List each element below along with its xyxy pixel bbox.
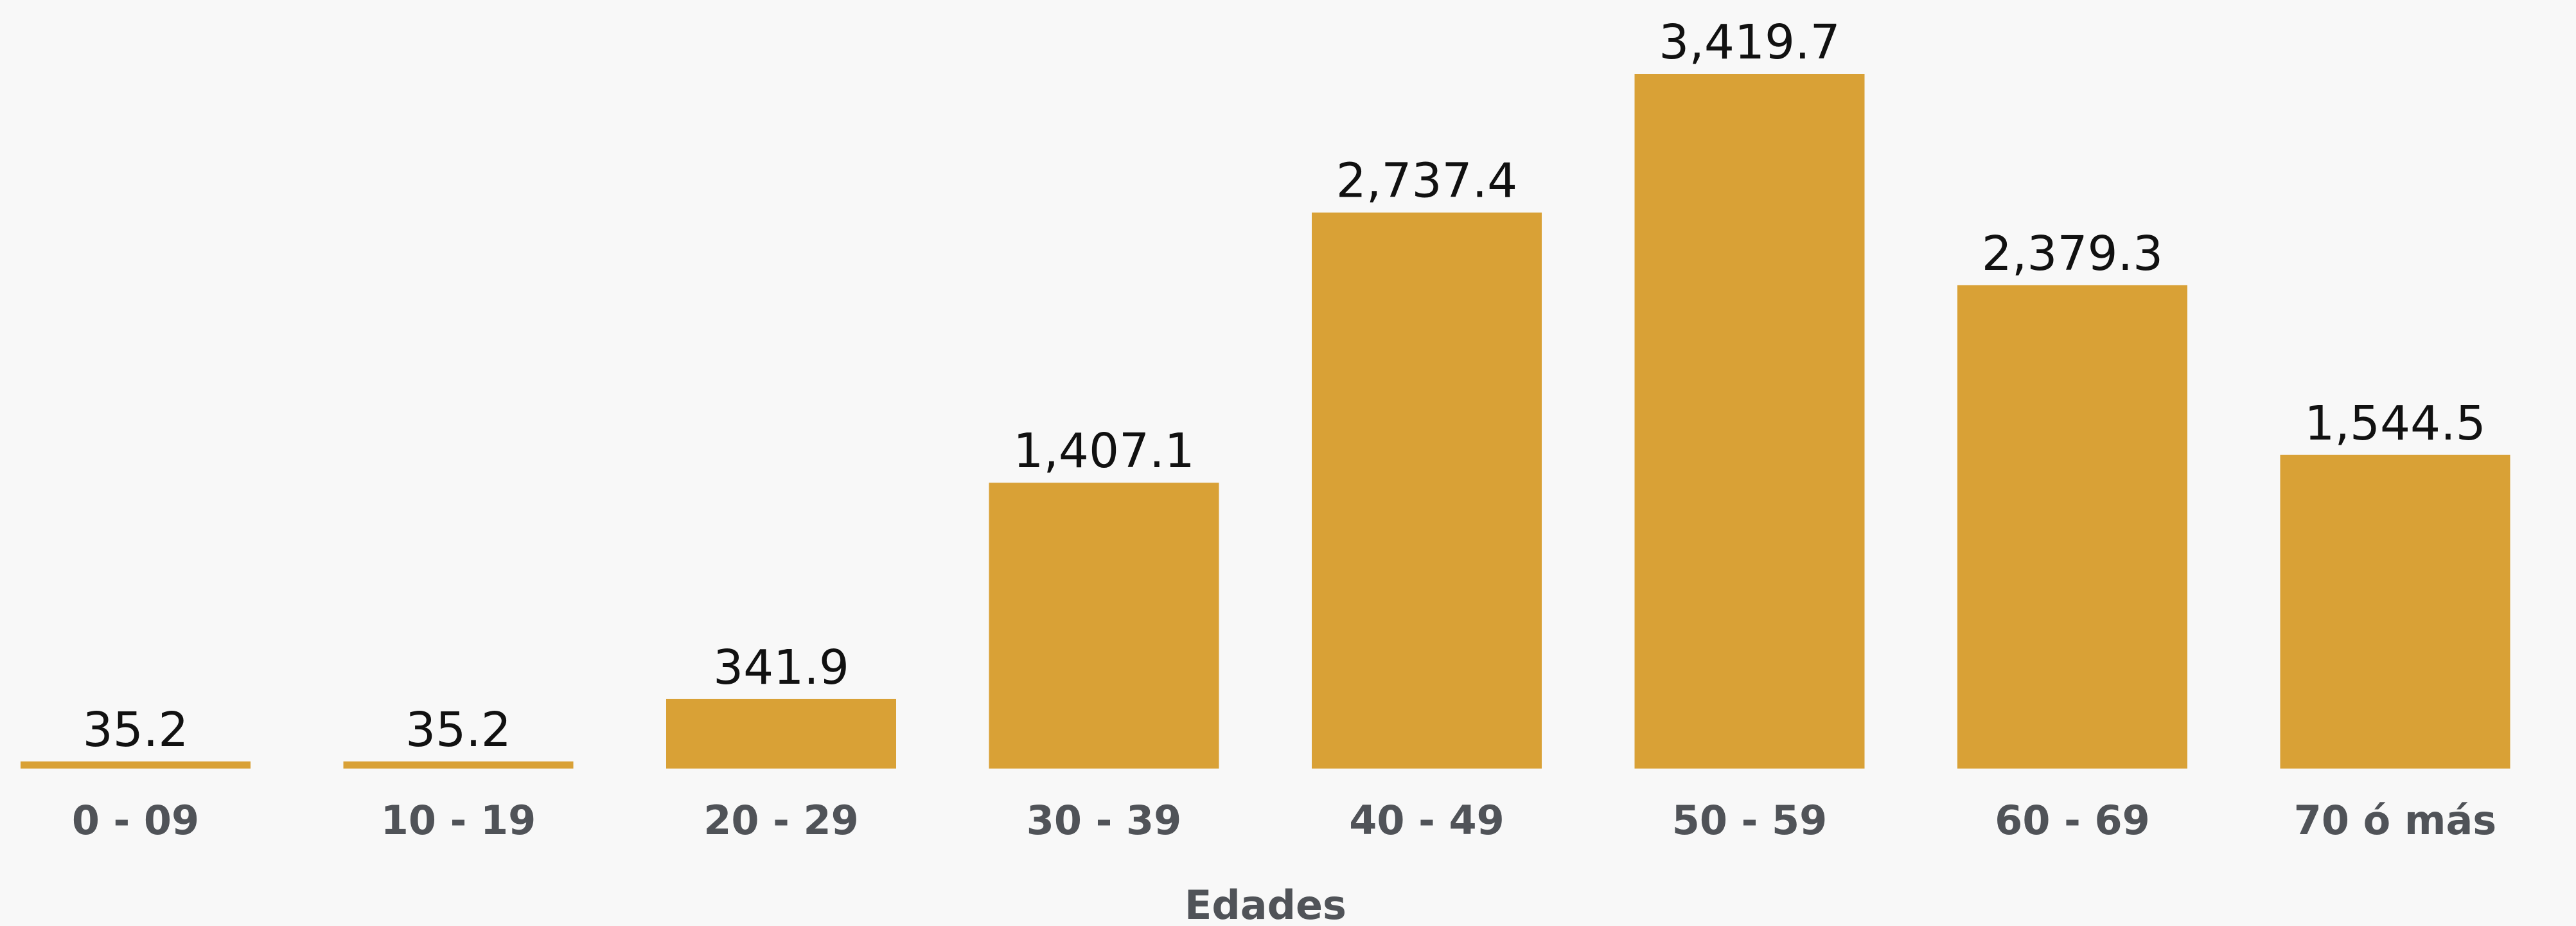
- x-tick-label-6: 60 - 69: [1995, 797, 2149, 844]
- x-tick-label-5: 50 - 59: [1672, 797, 1827, 844]
- value-label-2: 341.9: [713, 640, 849, 695]
- value-label-4: 2,737.4: [1336, 154, 1517, 209]
- x-tick-label-2: 20 - 29: [703, 797, 858, 844]
- x-tick-label-1: 10 - 19: [381, 797, 536, 844]
- value-label-0: 35.2: [83, 702, 189, 758]
- bar-1: [343, 761, 574, 769]
- x-axis-title: Edades: [1185, 882, 1346, 926]
- bar-5: [1634, 74, 1865, 769]
- bar-7: [2280, 454, 2510, 769]
- bar-6: [1957, 285, 2187, 769]
- bar-0: [21, 761, 251, 769]
- value-label-1: 35.2: [405, 702, 511, 758]
- value-label-7: 1,544.5: [2304, 396, 2485, 451]
- bar-4: [1312, 212, 1542, 769]
- bar-3: [989, 483, 1219, 769]
- bar-2: [666, 699, 896, 769]
- x-tick-labels-group: 0 - 09 10 - 19 20 - 29 30 - 39 40 - 49 50 - 5…: [72, 797, 2496, 844]
- value-labels-group: 35.2 35.2 341.9 1,407.1 2,737.4 3,419.7 2,379.…: [83, 15, 2486, 758]
- x-tick-label-0: 0 - 09: [72, 797, 199, 844]
- value-label-5: 3,419.7: [1659, 15, 1840, 70]
- value-label-3: 1,407.1: [1013, 423, 1194, 479]
- value-label-6: 2,379.3: [1982, 226, 2163, 281]
- x-tick-label-7: 70 ó más: [2294, 797, 2496, 844]
- x-tick-label-3: 30 - 39: [1027, 797, 1181, 844]
- bars-group: [21, 74, 2510, 769]
- x-tick-label-4: 40 - 49: [1349, 797, 1504, 844]
